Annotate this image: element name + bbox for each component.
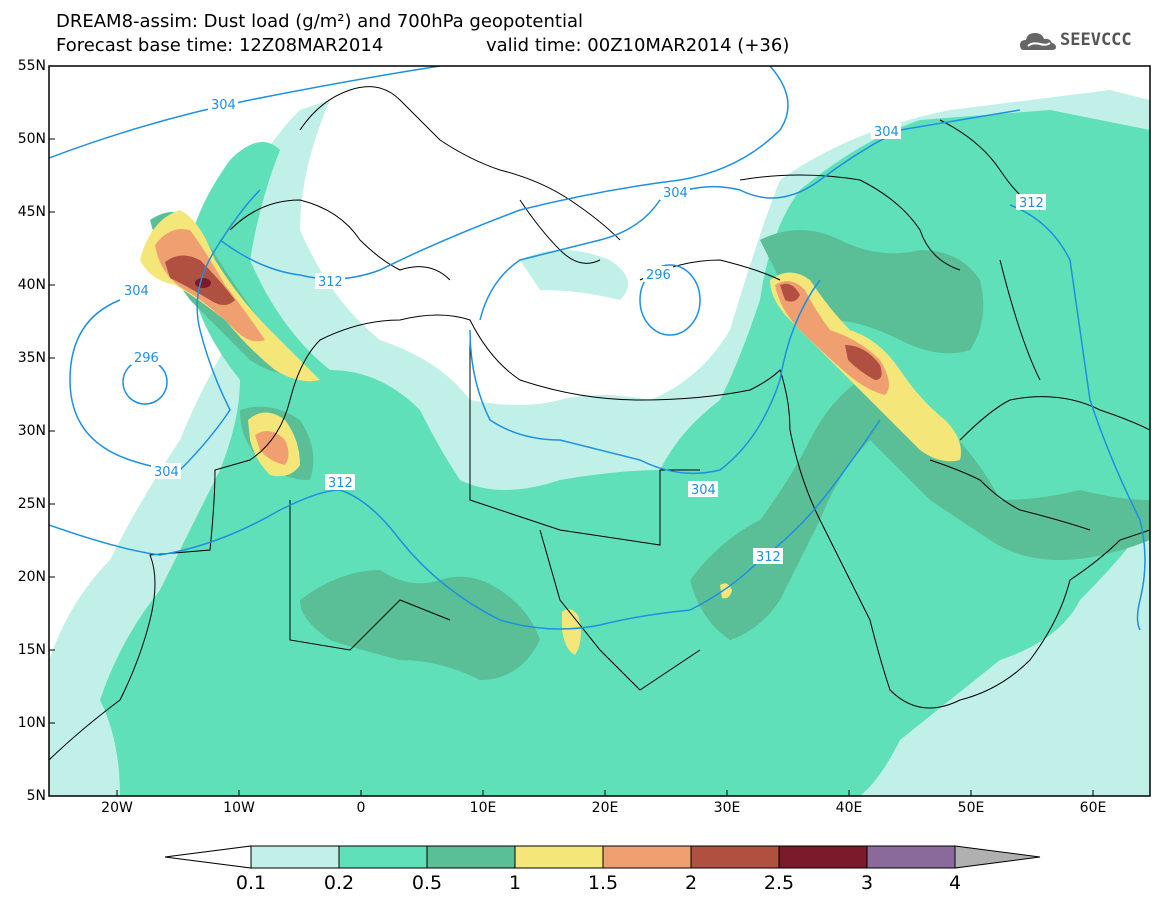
lat-label: 20N	[17, 569, 46, 585]
contour-label: 304	[154, 465, 179, 480]
contour-label: 312	[1019, 196, 1044, 211]
lon-label: 50E	[957, 800, 985, 816]
colorbar-label: 1.5	[587, 872, 619, 894]
coastlines	[49, 86, 1150, 761]
lon-label: 30E	[713, 800, 741, 816]
lon-label: 20E	[591, 800, 619, 816]
colorbar-label: 2.5	[763, 872, 795, 894]
logo-text: SEEVCCC	[1060, 30, 1132, 50]
colorbar-label: 3	[860, 872, 874, 894]
lat-label: 25N	[17, 496, 46, 512]
forecast-base-time: Forecast base time: 12Z08MAR2014	[56, 35, 384, 56]
contour-label: 304	[663, 186, 688, 201]
colorbar-label: 1	[508, 872, 522, 894]
lon-label: 60E	[1079, 800, 1107, 816]
lon-label: 10W	[223, 800, 255, 816]
lon-label: 0	[356, 800, 366, 816]
contour-label: 304	[874, 125, 899, 140]
colorbar-swatch	[338, 845, 428, 869]
contour-label: 304	[691, 483, 716, 498]
lat-label: 5N	[26, 788, 46, 804]
colorbar-swatch	[866, 845, 956, 869]
lat-label: 45N	[17, 204, 46, 220]
colorbar-swatch	[690, 845, 780, 869]
lat-label: 35N	[17, 350, 46, 366]
lat-label: 10N	[17, 715, 46, 731]
colorbar-label: 0.1	[235, 872, 267, 894]
axis-ticks	[49, 65, 1094, 796]
lat-label: 15N	[17, 642, 46, 658]
colorbar-label: 0.2	[323, 872, 355, 894]
colorbar-swatch	[778, 845, 868, 869]
colorbar-label: 2	[684, 872, 698, 894]
contour-label: 304	[211, 98, 236, 113]
colorbar-swatch	[602, 845, 692, 869]
colorbar-label: 0.5	[411, 872, 443, 894]
contour-label: 296	[646, 268, 671, 283]
lat-label: 50N	[17, 131, 46, 147]
valid-time: valid time: 00Z10MAR2014 (+36)	[486, 35, 790, 56]
contour-label: 312	[328, 476, 353, 491]
dust-layer-maroon	[195, 278, 211, 288]
lon-label: 40E	[835, 800, 863, 816]
contour-label: 304	[124, 284, 149, 299]
colorbar-swatch	[426, 845, 516, 869]
lon-label: 10E	[469, 800, 497, 816]
lat-label: 30N	[17, 423, 46, 439]
contour-labels: 304 312 304 296 304 312 304 304 312 312 …	[121, 96, 1046, 565]
lon-label: 20W	[101, 800, 133, 816]
cloud-icon	[1020, 33, 1056, 50]
lat-label: 40N	[17, 277, 46, 293]
colorbar-swatch	[514, 845, 604, 869]
map-title: DREAM8-assim: Dust load (g/m²) and 700hP…	[56, 11, 583, 32]
contour-label: 312	[318, 275, 343, 290]
lat-label: 55N	[17, 58, 46, 74]
colorbar	[164, 845, 1041, 869]
colorbar-swatch	[250, 845, 340, 869]
contour-label: 296	[134, 351, 159, 366]
colorbar-label: 4	[948, 872, 962, 894]
contour-label: 312	[756, 550, 781, 565]
